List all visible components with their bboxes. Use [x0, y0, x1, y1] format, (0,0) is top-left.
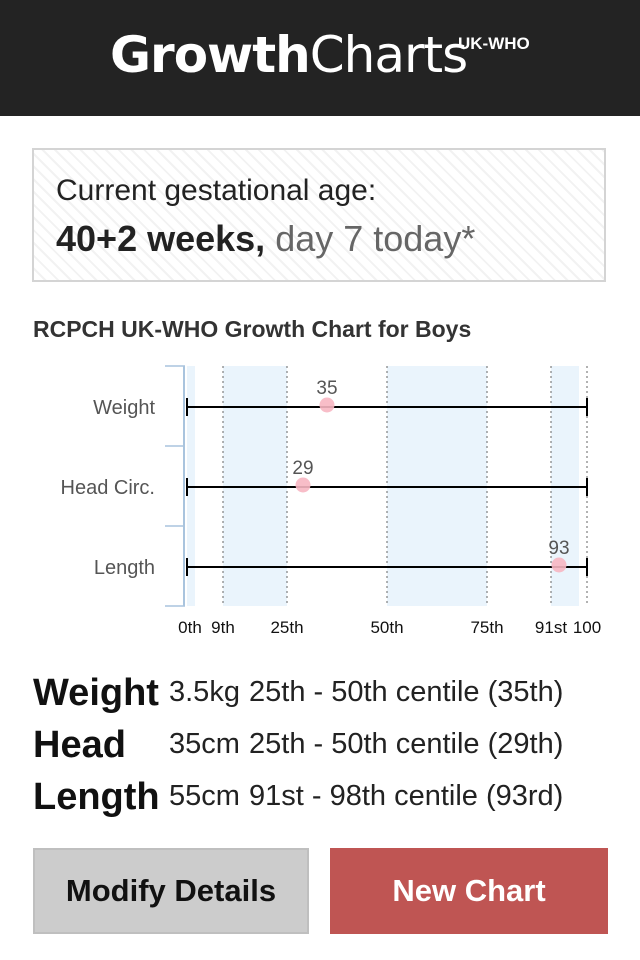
chart-row-label: Length [94, 557, 155, 579]
result-centile: 25th - 50th centile (35th) [249, 676, 564, 708]
result-label: Head [33, 724, 126, 766]
app-logo: GrowthCharts UK-WHO [110, 26, 530, 84]
data-label: 29 [292, 458, 313, 479]
result-centile: 91st - 98th centile (93rd) [249, 780, 564, 812]
logo-charts: Charts [309, 26, 468, 84]
modify-details-button[interactable]: Modify Details [33, 848, 309, 934]
result-row-weight: Weight 3.5kg 25th - 50th centile (35th) [33, 670, 613, 722]
gestational-weeks: 40+2 weeks, [56, 218, 266, 259]
new-chart-button[interactable]: New Chart [330, 848, 608, 934]
x-tick-label: 0th [178, 618, 202, 637]
growth-chart: Weight 35 Head Circ. 29 Length 93 0th 9th 25th 50… [61, 365, 601, 637]
data-label: 35 [316, 378, 337, 399]
data-label: 93 [548, 538, 569, 559]
centile-point [319, 397, 335, 413]
result-value: 35cm [169, 728, 240, 760]
chart-row-label: Head Circ. [61, 477, 155, 499]
chart-row-label: Weight [93, 397, 155, 419]
gestational-age-value: 40+2 weeks, day 7 today* [56, 218, 475, 260]
gestational-age-label: Current gestational age: [56, 174, 377, 207]
logo-growth: Growth [110, 26, 311, 84]
gestational-day: day 7 today* [265, 218, 476, 259]
result-row-head: Head 35cm 25th - 50th centile (29th) [33, 722, 613, 774]
x-tick-label: 50th [370, 618, 403, 637]
x-tick-label: 100 [573, 618, 601, 637]
result-value: 3.5kg [169, 676, 240, 708]
result-centile: 25th - 50th centile (29th) [249, 728, 564, 760]
results-list: Weight 3.5kg 25th - 50th centile (35th) … [33, 670, 613, 826]
result-label: Weight [33, 672, 159, 714]
x-tick-label: 25th [270, 618, 303, 637]
centile-point [551, 557, 567, 573]
chart-title: RCPCH UK-WHO Growth Chart for Boys [33, 316, 472, 342]
result-value: 55cm [169, 780, 240, 812]
x-tick-label: 75th [470, 618, 503, 637]
result-row-length: Length 55cm 91st - 98th centile (93rd) [33, 774, 613, 826]
logo-uk-who: UK-WHO [458, 34, 530, 53]
centile-point [295, 477, 311, 493]
result-label: Length [33, 776, 160, 818]
app-header: GrowthCharts UK-WHO [0, 0, 640, 116]
gestational-age-panel: Current gestational age: 40+2 weeks, day… [32, 148, 606, 282]
x-tick-label: 9th [211, 618, 235, 637]
x-tick-label: 91st [535, 618, 567, 637]
